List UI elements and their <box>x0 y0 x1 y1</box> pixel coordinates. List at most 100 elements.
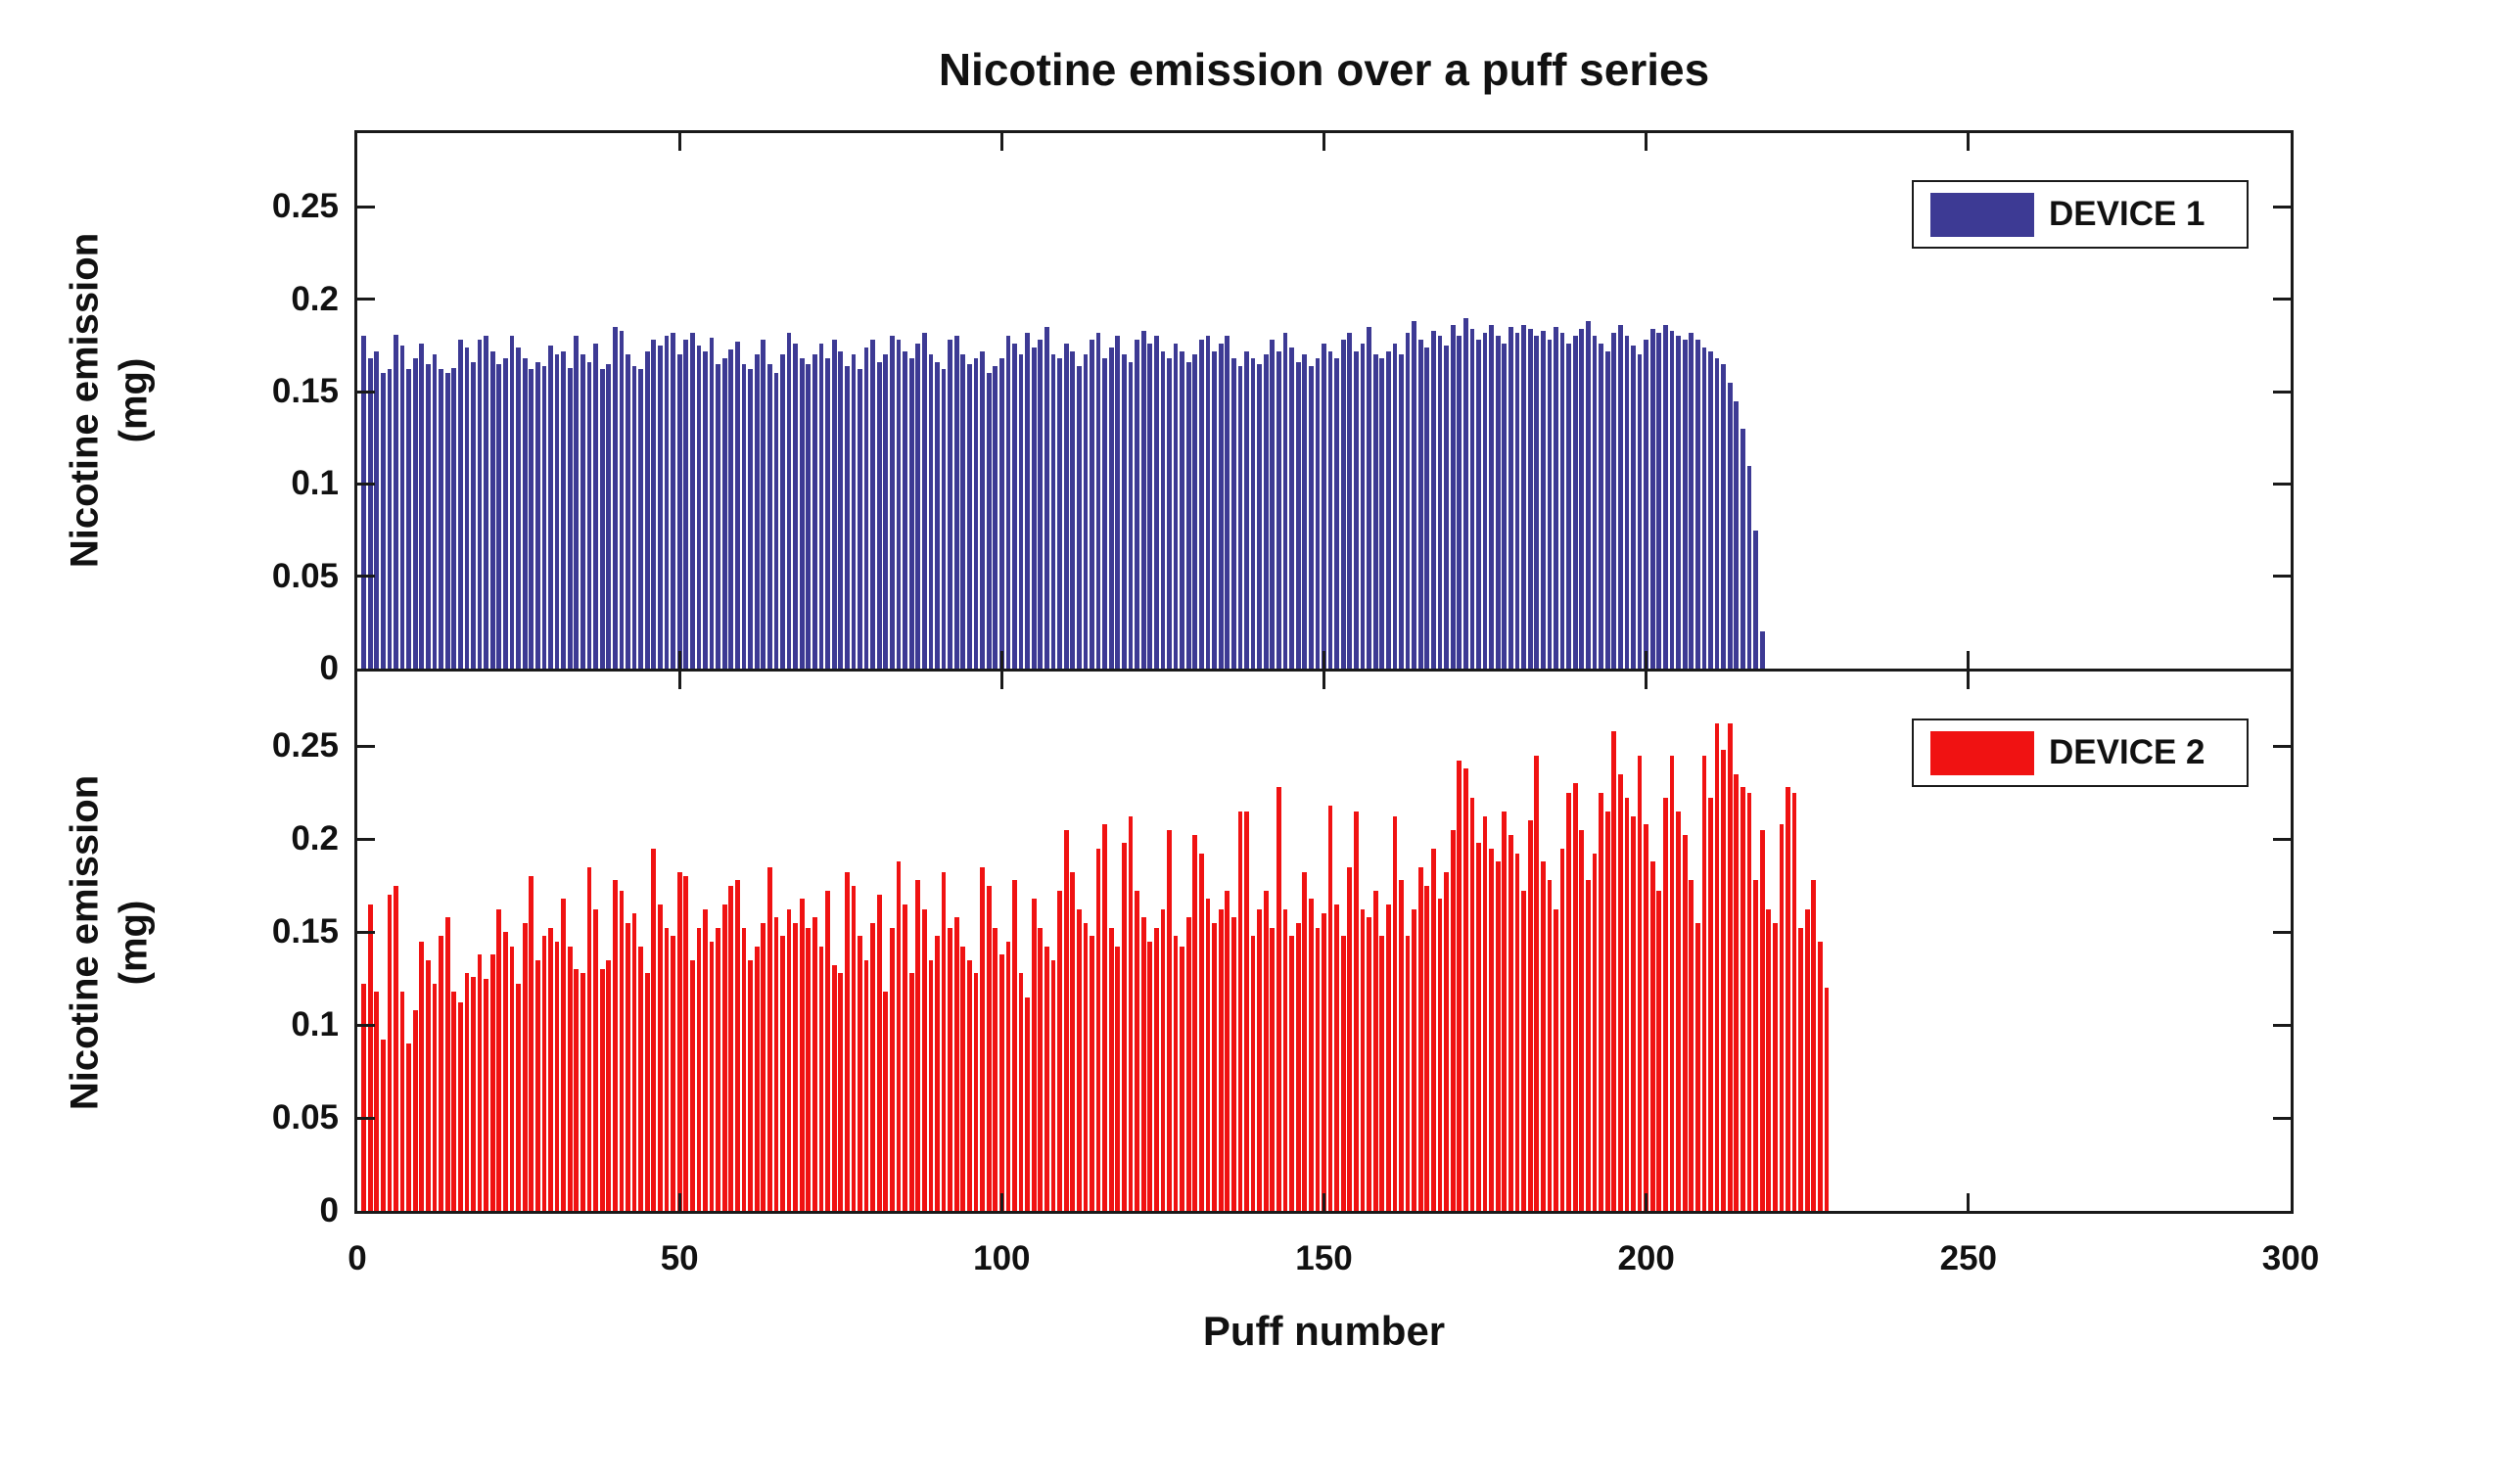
bar <box>741 928 747 1211</box>
bar <box>1444 345 1449 669</box>
bar <box>1347 332 1353 669</box>
bar <box>1482 816 1488 1211</box>
bar <box>1385 350 1391 669</box>
y-tick-mark <box>2273 298 2291 301</box>
y-tick-label: 0.15 <box>271 912 339 951</box>
bar <box>561 350 567 669</box>
bar <box>858 935 862 1211</box>
x-tick-label: 0 <box>348 1239 367 1277</box>
y-tick-mark <box>2273 575 2291 579</box>
bar <box>1412 321 1417 669</box>
y-tick-mark <box>357 482 375 486</box>
bar <box>1012 344 1017 669</box>
bar <box>1721 749 1727 1211</box>
bar <box>612 327 618 669</box>
bar <box>1270 340 1276 669</box>
bar <box>1644 823 1649 1211</box>
bar <box>876 895 882 1211</box>
bar <box>1122 354 1127 669</box>
chart-title: Nicotine emission over a puff series <box>938 44 1710 95</box>
bar <box>1070 872 1076 1211</box>
y-tick-label: 0.05 <box>271 1098 339 1136</box>
bar <box>1289 347 1294 669</box>
bar <box>1083 354 1089 669</box>
x-tick-mark <box>677 651 681 669</box>
bar <box>1102 823 1108 1211</box>
bar <box>735 342 740 669</box>
bar <box>1579 328 1585 669</box>
bar <box>1804 909 1810 1211</box>
bar <box>1160 350 1166 669</box>
bar <box>1327 805 1333 1211</box>
bar <box>1727 723 1733 1211</box>
y-tick-mark <box>2273 744 2291 748</box>
bar <box>1766 909 1772 1211</box>
bar <box>1399 354 1404 669</box>
bar <box>464 347 470 669</box>
bar <box>1230 358 1236 669</box>
bar <box>793 922 799 1211</box>
bar <box>703 909 708 1211</box>
bar <box>534 959 540 1211</box>
bar <box>619 891 625 1211</box>
bar <box>1250 358 1256 669</box>
bar <box>548 345 553 669</box>
y-tick-mark <box>357 1116 375 1120</box>
bar <box>664 336 670 669</box>
y-tick-label: 0.25 <box>271 187 339 226</box>
bar <box>960 354 966 669</box>
x-tick-mark <box>1645 133 1648 151</box>
bar <box>1405 935 1411 1211</box>
bar <box>1340 340 1346 669</box>
bar <box>489 350 495 669</box>
bar <box>1257 363 1263 669</box>
bar <box>1431 330 1436 669</box>
bar <box>806 363 812 669</box>
bar <box>509 947 515 1211</box>
bar <box>973 358 979 669</box>
bar <box>890 336 895 669</box>
bar <box>1746 792 1752 1211</box>
bar <box>1450 325 1456 669</box>
bar <box>1405 332 1411 669</box>
bar <box>1617 325 1623 669</box>
bar <box>1721 363 1727 669</box>
bar <box>1218 909 1224 1211</box>
y-tick-mark <box>2273 1023 2291 1027</box>
bar <box>1514 332 1520 669</box>
bar <box>626 922 630 1211</box>
bar <box>986 373 992 669</box>
bar <box>367 358 373 669</box>
bar <box>1257 909 1263 1211</box>
x-tick-mark <box>1323 1193 1325 1211</box>
bar <box>1315 358 1321 669</box>
bar <box>444 373 450 669</box>
bar <box>1367 327 1371 669</box>
bar <box>696 928 702 1211</box>
bar <box>766 866 772 1211</box>
bar <box>1579 829 1585 1211</box>
bar <box>1167 829 1172 1211</box>
bar <box>484 978 489 1211</box>
bar <box>754 354 760 669</box>
bar <box>903 350 907 669</box>
bar <box>380 373 386 669</box>
bar <box>1412 909 1417 1211</box>
bar <box>908 972 914 1211</box>
bar <box>1005 941 1011 1211</box>
bar <box>1192 835 1198 1211</box>
bar <box>1502 811 1508 1211</box>
bar <box>561 898 567 1211</box>
y-tick-mark <box>357 298 375 301</box>
bar <box>1205 336 1211 669</box>
bar <box>1462 767 1468 1211</box>
bar <box>1527 820 1533 1211</box>
y-axis-label-line2: (mg) <box>112 357 156 443</box>
bar <box>1044 947 1049 1211</box>
bar <box>522 358 528 669</box>
x-tick-mark <box>677 133 681 151</box>
bar <box>1469 798 1475 1211</box>
bar <box>1759 631 1765 669</box>
bar <box>780 935 785 1211</box>
bar <box>1237 365 1243 669</box>
